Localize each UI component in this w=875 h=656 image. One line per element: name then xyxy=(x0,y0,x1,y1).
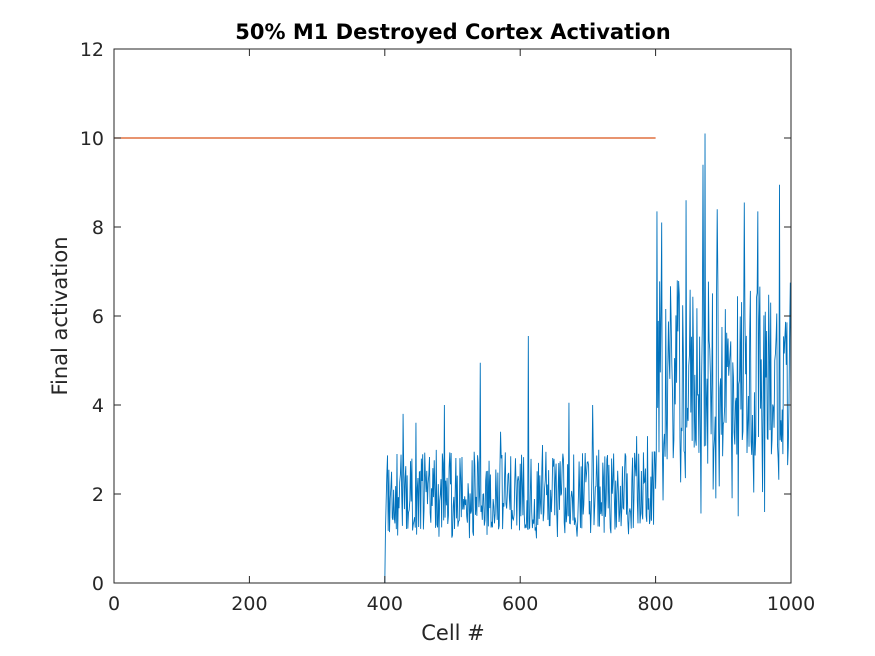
x-tick-label: 1000 xyxy=(767,593,815,615)
x-tick-label: 0 xyxy=(108,593,120,615)
y-tick-label: 8 xyxy=(92,217,104,239)
x-tick-label: 600 xyxy=(502,593,538,615)
series-1-line xyxy=(114,133,792,584)
y-tick-label: 10 xyxy=(80,128,104,150)
y-tick-label: 4 xyxy=(92,395,104,417)
x-tick-label: 200 xyxy=(231,593,267,615)
axis-ticks: 0 200 400 600 800 1000 0 2 4 6 8 10 12 xyxy=(80,39,815,615)
chart-title: 50% M1 Destroyed Cortex Activation xyxy=(235,20,670,44)
y-tick-label: 6 xyxy=(92,306,104,328)
x-tick-label: 400 xyxy=(367,593,403,615)
y-tick-label: 12 xyxy=(80,39,104,61)
y-tick-label: 0 xyxy=(92,573,104,595)
x-axis-label: Cell # xyxy=(421,621,485,645)
plot-area xyxy=(114,133,792,584)
x-tick-label: 800 xyxy=(637,593,673,615)
y-tick-label: 2 xyxy=(92,484,104,506)
y-axis-label: Final activation xyxy=(48,236,72,395)
